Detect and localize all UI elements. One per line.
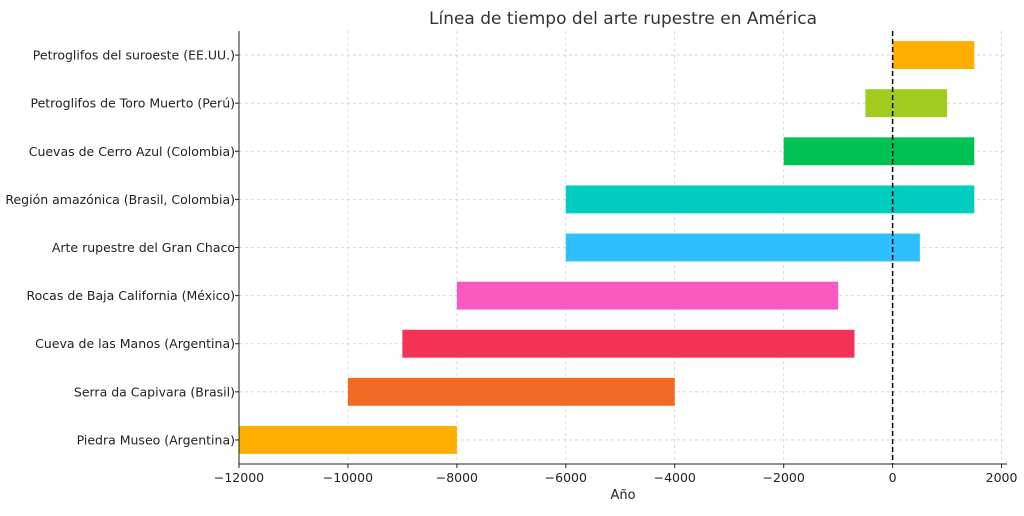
y-tick-label: Cueva de las Manos (Argentina) <box>35 336 235 351</box>
bar-5 <box>565 233 920 262</box>
y-tick-label: Petroglifos de Toro Muerto (Perú) <box>30 96 235 111</box>
bar-6 <box>565 185 975 214</box>
bar-7 <box>783 137 975 166</box>
bars <box>239 41 975 454</box>
x-tick-label: −12000 <box>214 470 264 485</box>
x-tick-label: −6000 <box>545 470 587 485</box>
axes <box>235 31 1007 468</box>
bar-4 <box>456 281 839 310</box>
x-tick-label: −10000 <box>323 470 373 485</box>
bar-2 <box>347 377 675 406</box>
y-tick-label: Piedra Museo (Argentina) <box>77 432 235 447</box>
x-tick-labels: −12000 −10000 −8000 −6000 −4000 −2000 0 2000 <box>214 470 1018 485</box>
y-tick-label: Región amazónica (Brasil, Colombia) <box>5 192 235 207</box>
y-tick-label: Cuevas de Cerro Azul (Colombia) <box>29 144 235 159</box>
x-tick-label: 0 <box>889 470 897 485</box>
x-tick-label: −8000 <box>436 470 478 485</box>
chart-title: Línea de tiempo del arte rupestre en Amé… <box>429 9 817 29</box>
x-tick-label: −4000 <box>654 470 696 485</box>
x-axis-label: Año <box>610 488 635 503</box>
y-tick-label: Rocas de Baja California (México) <box>27 288 235 303</box>
y-tick-label: Petroglifos del suroeste (EE.UU.) <box>33 48 235 63</box>
bar-3 <box>402 329 855 358</box>
bar-9 <box>892 41 975 70</box>
x-tick-label: 2000 <box>986 470 1018 485</box>
bar-8 <box>865 89 948 118</box>
y-tick-label: Serra da Capivara (Brasil) <box>74 384 235 399</box>
bar-1 <box>239 425 457 454</box>
y-tick-label: Arte rupestre del Gran Chaco <box>52 240 235 255</box>
y-tick-labels: Piedra Museo (Argentina) Serra da Capivar… <box>5 48 235 448</box>
x-tick-label: −2000 <box>763 470 805 485</box>
